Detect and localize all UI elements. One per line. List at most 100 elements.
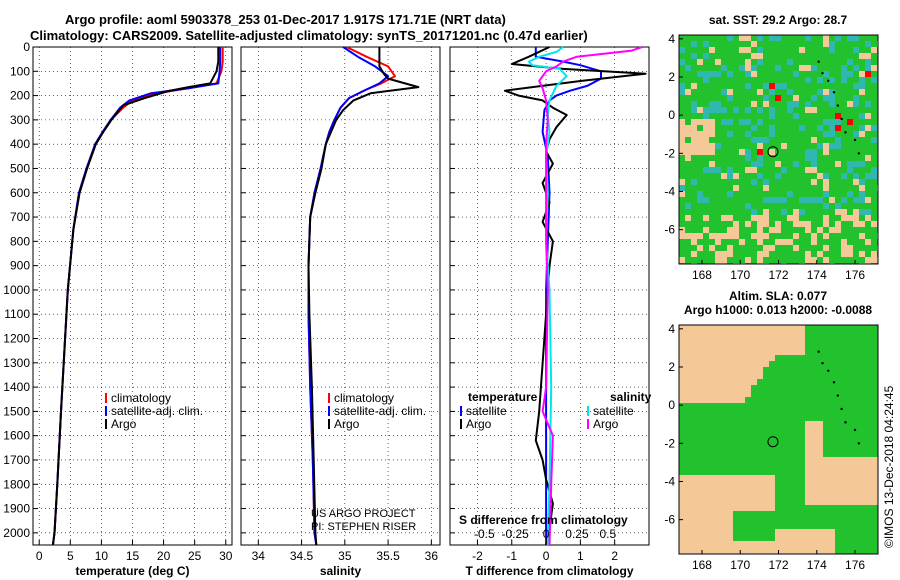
- diff-s-tick-label: 0.25: [565, 527, 589, 541]
- sst-map-cell: [709, 167, 715, 173]
- sst-map-cell: [829, 125, 835, 131]
- altimetry-map-cell: [865, 481, 871, 487]
- sst-map-cell: [727, 167, 733, 173]
- altimetry-map-cell: [787, 535, 793, 541]
- sst-map-cell: [763, 197, 769, 203]
- altimetry-map-cell: [691, 331, 697, 337]
- altimetry-map-cell: [721, 487, 727, 493]
- altimetry-map-cell: [709, 511, 715, 517]
- sst-map-cell: [775, 197, 781, 203]
- altimetry-map-cell: [721, 547, 727, 553]
- altimetry-map-cell: [745, 325, 751, 331]
- altimetry-map-cell: [721, 523, 727, 529]
- sst-map-cell: [751, 233, 757, 239]
- altimetry-map-cell: [823, 457, 829, 463]
- sst-map-cell: [871, 77, 877, 83]
- altimetry-map-cell: [733, 337, 739, 343]
- sst-map-cell: [853, 179, 859, 185]
- sst-map-cell: [739, 149, 745, 155]
- sst-map-cell: [697, 149, 703, 155]
- altimetry-map-cell: [709, 487, 715, 493]
- sst-map-cell: [811, 65, 817, 71]
- altimetry-map-cell: [697, 355, 703, 361]
- sst-map-cell: [859, 251, 865, 257]
- salinity-profile-x-tick-label: 36: [425, 549, 439, 563]
- sst-map-cell: [865, 71, 871, 77]
- sst-map-cell: [853, 65, 859, 71]
- sst-map-cell: [835, 209, 841, 215]
- sst-map-cell: [841, 215, 847, 221]
- sst-map-cell: [709, 101, 715, 107]
- sst-map-cell: [781, 143, 787, 149]
- altimetry-map-cell: [817, 433, 823, 439]
- sst-map-cell: [859, 191, 865, 197]
- altimetry-map-cell: [805, 547, 811, 553]
- sst-map-cell: [835, 119, 841, 125]
- sst-map-cell: [715, 143, 721, 149]
- altimetry-map-cell: [835, 493, 841, 499]
- altimetry-map-cell: [865, 499, 871, 505]
- sst-map-cell: [829, 95, 835, 101]
- altimetry-map-cell: [721, 529, 727, 535]
- sst-map-cell: [709, 47, 715, 53]
- altimetry-map-cell: [781, 541, 787, 547]
- altimetry-map-cell: [691, 499, 697, 505]
- altimetry-map-cell: [823, 475, 829, 481]
- sst-map-cell: [679, 257, 685, 263]
- altimetry-map-island-dot: [836, 394, 840, 397]
- altimetry-map-cell: [829, 541, 835, 547]
- altimetry-map-cell: [871, 475, 877, 481]
- altimetry-map-cell: [709, 499, 715, 505]
- altimetry-map-cell: [871, 469, 877, 475]
- sst-map-cell: [811, 233, 817, 239]
- altimetry-map-cell: [853, 457, 859, 463]
- altimetry-map-cell: [805, 457, 811, 463]
- altimetry-map-cell: [721, 535, 727, 541]
- altimetry-map-cell: [727, 391, 733, 397]
- temperature-profile-panel: 0100200300400500600700800900100011001200…: [3, 40, 232, 578]
- altimetry-map-cell: [769, 499, 775, 505]
- sst-map-cell: [679, 125, 685, 131]
- sst-map-cell: [793, 215, 799, 221]
- altimetry-map-cell: [781, 343, 787, 349]
- altimetry-map-cell: [679, 391, 685, 397]
- altimetry-map-cell: [817, 439, 823, 445]
- sst-map-cell: [823, 179, 829, 185]
- altimetry-map-cell: [841, 499, 847, 505]
- altimetry-map-cell: [781, 535, 787, 541]
- sst-map-x-tick-label: 172: [768, 268, 788, 282]
- altimetry-map-cell: [715, 535, 721, 541]
- altimetry-map-cell: [805, 493, 811, 499]
- altimetry-map-cell: [703, 499, 709, 505]
- y-tick-label: 1100: [4, 307, 30, 321]
- sst-map-cell: [859, 221, 865, 227]
- sst-map-title: sat. SST: 29.2 Argo: 28.7: [709, 13, 848, 27]
- altimetry-map-cell: [733, 481, 739, 487]
- difference-profile-series-s-argo: [538, 46, 643, 546]
- sst-map-cell: [871, 257, 877, 263]
- altimetry-map-cell: [715, 481, 721, 487]
- altimetry-map-cell: [745, 379, 751, 385]
- y-tick-label: 1700: [3, 453, 30, 467]
- altimetry-map-cell: [745, 547, 751, 553]
- sst-map-cell: [799, 125, 805, 131]
- altimetry-map-cell: [769, 331, 775, 337]
- altimetry-map-cell: [679, 499, 685, 505]
- altimetry-map-cell: [727, 385, 733, 391]
- altimetry-map-cell: [787, 331, 793, 337]
- sst-map-cell: [817, 173, 823, 179]
- altimetry-map-cell: [811, 499, 817, 505]
- y-tick-label: 1900: [3, 502, 30, 516]
- sst-map-cell: [841, 71, 847, 77]
- sst-map-cell: [679, 179, 685, 185]
- altimetry-map-cell: [859, 499, 865, 505]
- altimetry-map-cell: [691, 529, 697, 535]
- altimetry-map-cell: [763, 481, 769, 487]
- altimetry-map-cell: [703, 541, 709, 547]
- altimetry-map-cell: [745, 349, 751, 355]
- sst-map-cell: [799, 65, 805, 71]
- altimetry-map-cell: [697, 529, 703, 535]
- sst-map-cell: [793, 221, 799, 227]
- sst-map-cell: [817, 143, 823, 149]
- altimetry-map-cell: [811, 469, 817, 475]
